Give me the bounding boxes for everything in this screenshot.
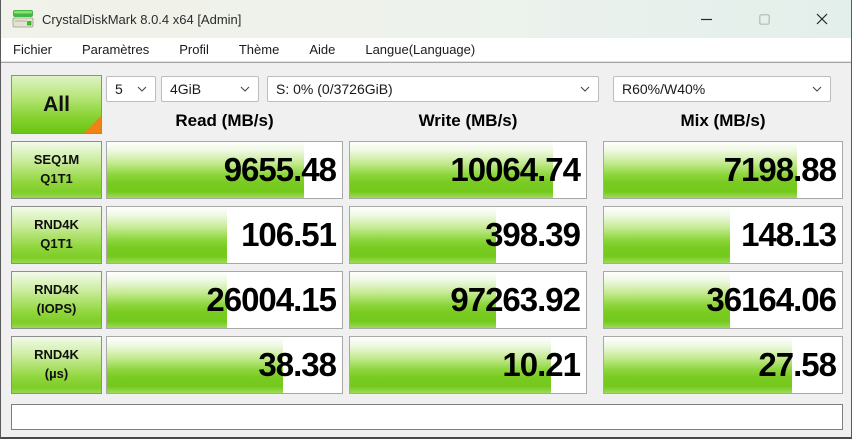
row-label-line2: Q1T1 [40,236,73,251]
result-value: 9655.48 [223,151,337,188]
run-all-button[interactable]: All [11,75,102,134]
close-icon [816,13,828,25]
result-bar [350,142,553,198]
close-button[interactable] [793,0,851,38]
test-count-value: 5 [115,81,123,97]
result-cell-rnd4k-write: 398.39 [349,206,587,264]
window-title: CrystalDiskMark 8.0.4 x64 [Admin] [42,11,242,27]
comment-field[interactable] [11,404,843,430]
result-bar [107,337,284,393]
result-cell-iops-write: 97263.92 [349,271,587,329]
menu-theme[interactable]: Thème [238,42,280,57]
result-bar [350,337,551,393]
column-header-read: Read (MB/s) [175,111,274,130]
row-label-line2: Q1T1 [40,171,73,186]
row-label-line2: (µs) [44,366,69,381]
mix-ratio-select[interactable]: R60%/W40% [613,76,831,102]
result-cell-rnd4k-mix: 148.13 [603,206,843,264]
result-value: 148.13 [741,216,837,253]
result-bar [350,207,497,263]
result-value: 27.58 [758,346,837,383]
chevron-down-icon [137,86,147,92]
column-header-mix: Mix (MB/s) [680,111,766,130]
result-value: 398.39 [485,216,581,253]
result-bar [604,207,731,263]
result-cell-seq1m-read: 9655.48 [106,141,343,199]
result-cell-rnd4k-read: 106.51 [106,206,343,264]
chevron-down-icon [240,86,250,92]
run-all-label: All [43,92,70,116]
column-header-write: Write (MB/s) [418,111,518,130]
chevron-down-icon [812,86,822,92]
row-button-rnd4k-iops[interactable]: RND4K (IOPS) [11,271,102,329]
window-controls [677,0,851,38]
test-size-select[interactable]: 4GiB [161,76,259,102]
all-corner-triangle [84,116,101,133]
result-bar [107,207,227,263]
target-drive-select[interactable]: S: 0% (0/3726GiB) [267,76,599,102]
menu-fichier[interactable]: Fichier [13,42,53,57]
minimize-icon [700,18,712,20]
row-label-line1: SEQ1M [33,152,80,168]
row-button-seq1m-q1t1[interactable]: SEQ1M Q1T1 [11,141,102,199]
result-cell-latency-read: 38.38 [106,336,343,394]
result-cell-latency-mix: 27.58 [603,336,843,394]
menu-aide[interactable]: Aide [309,42,336,57]
menu-profil[interactable]: Profil [179,42,209,57]
result-value: 36164.06 [706,281,837,318]
maximize-button [735,0,793,38]
result-value: 10.21 [502,346,581,383]
result-bar [604,272,731,328]
result-cell-seq1m-write: 10064.74 [349,141,587,199]
result-value: 38.38 [258,346,337,383]
result-value: 10064.74 [450,151,581,188]
result-value: 26004.15 [206,281,337,318]
menu-bar: Fichier Paramètres Profil Thème Aide Lan… [1,38,851,62]
result-bar [350,272,497,328]
row-label-line1: RND4K [34,282,79,298]
result-cell-seq1m-mix: 7198.88 [603,141,843,199]
row-button-rnd4k-q1t1[interactable]: RND4K Q1T1 [11,206,102,264]
maximize-icon [758,13,770,25]
chevron-down-icon [580,86,590,92]
menu-langue[interactable]: Langue(Language) [365,42,476,57]
result-bar [604,337,793,393]
result-cell-iops-read: 26004.15 [106,271,343,329]
row-label-line2: (IOPS) [36,301,77,316]
result-cell-latency-write: 10.21 [349,336,587,394]
minimize-button[interactable] [677,0,735,38]
result-value: 7198.88 [723,151,837,188]
menu-parametres[interactable]: Paramètres [82,42,150,57]
row-label-line1: RND4K [34,217,79,233]
result-bar [604,142,797,198]
title-bar: CrystalDiskMark 8.0.4 x64 [Admin] [1,0,851,38]
result-bar [107,272,227,328]
row-label-line1: RND4K [34,347,79,363]
test-size-value: 4GiB [170,81,202,97]
result-value: 106.51 [241,216,337,253]
main-content: All 5 4GiB S: 0% (0/3726GiB) R60%/W40% R… [1,62,851,437]
app-disk-icon [12,10,34,28]
target-drive-value: S: 0% (0/3726GiB) [276,81,393,97]
result-value: 97263.92 [450,281,581,318]
result-cell-iops-mix: 36164.06 [603,271,843,329]
mix-ratio-value: R60%/W40% [622,81,706,97]
row-button-rnd4k-us[interactable]: RND4K (µs) [11,336,102,394]
result-bar [107,142,305,198]
test-count-select[interactable]: 5 [106,76,156,102]
